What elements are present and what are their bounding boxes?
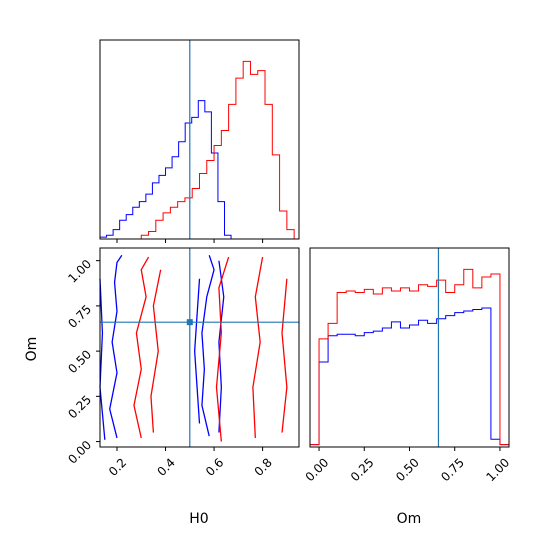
x-axis-label-om: Om (397, 511, 422, 527)
om-xtick-label-3: 0.75 (438, 455, 467, 484)
contour-0-2 (99, 278, 106, 440)
joint-ytick-label-3: 0.75 (65, 302, 94, 331)
om-hist-series-0 (310, 307, 509, 446)
joint-xtick-label-0: 0.2 (106, 455, 129, 478)
joint-ytick-label-0: 0.00 (65, 438, 94, 467)
om-xtick-label-0: 0.00 (303, 455, 332, 484)
contour-0-1 (201, 255, 215, 437)
y-axis-label-om: Om (24, 337, 40, 362)
h0-hist-series-0 (99, 100, 232, 239)
om-xtick-label-1: 0.25 (348, 455, 377, 484)
joint-ytick-label-4: 1.00 (65, 257, 94, 286)
contour-1-4 (281, 278, 288, 433)
h0-hist-series-1 (140, 60, 295, 239)
joint-xtick-label-2: 0.6 (203, 455, 226, 478)
joint-frame (99, 247, 300, 448)
om-hist-series-1 (310, 268, 509, 446)
joint-ytick-label-2: 0.50 (65, 347, 94, 376)
om-xtick-label-4: 1.00 (484, 455, 513, 484)
joint-xtick-label-3: 0.8 (252, 455, 275, 478)
contour-1-2 (215, 256, 230, 442)
joint-ytick-label-1: 0.25 (65, 393, 94, 422)
contour-1-3 (252, 256, 264, 438)
contour-1-0 (133, 256, 150, 439)
om-marginal-frame (309, 247, 510, 448)
contour-0-4 (193, 278, 201, 424)
contour-0-0 (109, 254, 123, 439)
joint-truth-marker (186, 319, 193, 326)
x-axis-label-h0: H0 (189, 511, 208, 527)
contour-0-3 (218, 260, 225, 433)
h0-marginal-frame (99, 39, 300, 240)
joint-xtick-label-1: 0.4 (154, 455, 177, 478)
om-xtick-label-2: 0.50 (393, 455, 422, 484)
contour-1-1 (150, 269, 162, 433)
